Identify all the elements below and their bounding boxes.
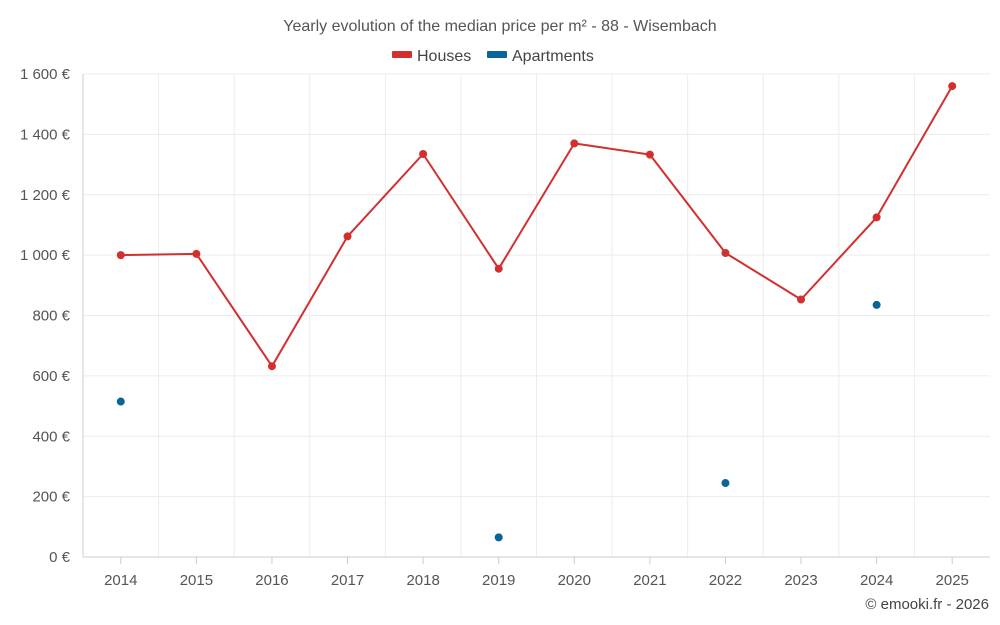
series-apartments	[116, 300, 881, 542]
y-tick-label: 1 400 €	[20, 126, 71, 143]
data-point-apartments	[721, 479, 730, 488]
data-point-houses	[948, 82, 957, 91]
x-tick-label: 2018	[406, 572, 439, 589]
y-tick-label: 1 000 €	[20, 247, 71, 264]
x-tick-label: 2021	[633, 572, 666, 589]
x-tick-label: 2024	[860, 572, 893, 589]
data-point-houses	[872, 213, 881, 222]
x-tick-label: 2015	[180, 572, 213, 589]
y-tick-label: 0 €	[49, 549, 71, 566]
credit-text: © emooki.fr - 2026	[865, 596, 989, 613]
series-line-houses	[120, 85, 954, 368]
y-tick-label: 1 200 €	[20, 187, 71, 204]
data-point-apartments	[116, 397, 125, 406]
y-tick-label: 400 €	[32, 428, 70, 445]
data-point-apartments	[494, 533, 503, 542]
data-point-houses	[494, 264, 503, 273]
legend-label-apartments: Apartments	[512, 48, 594, 65]
data-point-houses	[721, 249, 730, 258]
gridlines	[83, 73, 990, 557]
legend-item-houses[interactable]: Houses	[392, 48, 471, 65]
data-point-houses	[419, 149, 428, 158]
legend: Houses Apartments	[392, 48, 594, 65]
legend-item-apartments[interactable]: Apartments	[487, 48, 594, 65]
x-tick-label: 2020	[558, 572, 591, 589]
data-point-houses	[267, 362, 276, 371]
data-point-houses	[116, 251, 125, 260]
x-tick-label: 2016	[255, 572, 288, 589]
data-point-houses	[570, 139, 579, 148]
x-tick-label: 2022	[709, 572, 742, 589]
series-houses	[116, 82, 957, 371]
legend-swatch-houses	[392, 51, 412, 58]
x-axis-ticks: 2014 2015 2016 2017 2018 2019 2020 2021 2022 2023…	[104, 572, 969, 589]
legend-label-houses: Houses	[417, 48, 471, 65]
y-axis-ticks: 0 € 200 € 400 € 600 € 800 € 1 000 € 1 200 € 1 4…	[20, 66, 71, 566]
chart-title: Yearly evolution of the median price per…	[283, 18, 716, 35]
x-tick-label: 2019	[482, 572, 515, 589]
x-tick-label: 2023	[784, 572, 817, 589]
data-point-houses	[192, 249, 201, 258]
axes	[82, 74, 990, 564]
y-tick-label: 600 €	[32, 368, 70, 385]
y-tick-label: 800 €	[32, 308, 70, 325]
x-tick-label: 2025	[936, 572, 969, 589]
data-point-apartments	[872, 300, 881, 309]
legend-swatch-apartments	[487, 51, 507, 58]
x-tick-label: 2014	[104, 572, 137, 589]
x-tick-label: 2017	[331, 572, 364, 589]
data-point-houses	[645, 150, 654, 159]
data-point-houses	[343, 232, 352, 241]
y-tick-label: 200 €	[32, 489, 70, 506]
y-tick-label: 1 600 €	[20, 66, 71, 83]
data-point-houses	[797, 295, 806, 304]
series	[116, 82, 957, 542]
